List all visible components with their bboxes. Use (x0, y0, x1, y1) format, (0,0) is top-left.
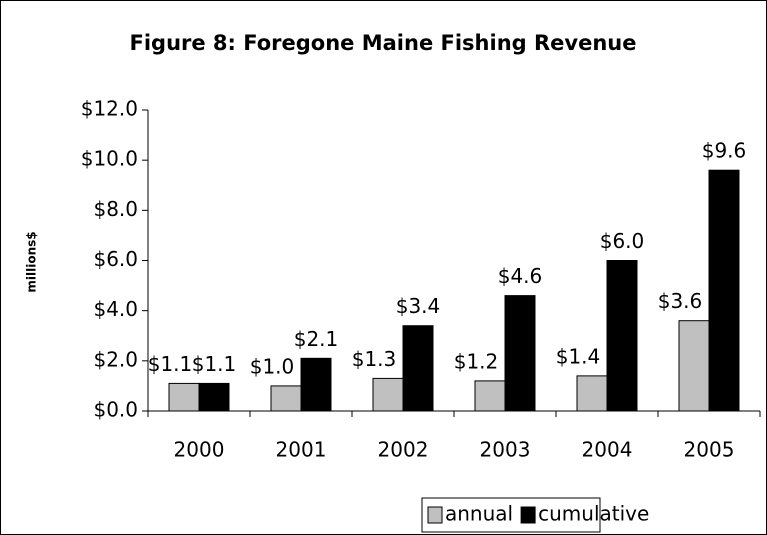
value-label: $1.2 (454, 349, 499, 373)
value-label: $1.1 (192, 352, 237, 376)
bar (300, 357, 332, 412)
y-tick-label: $10.0 (81, 147, 138, 171)
x-tick-label: 2001 (276, 438, 327, 462)
value-label: $6.0 (600, 229, 645, 253)
legend-box (421, 497, 601, 533)
y-tick-label: $0.0 (93, 398, 138, 422)
y-tick-label: $2.0 (93, 347, 138, 371)
x-tick-label: 2005 (684, 438, 735, 462)
y-axis-label: millions$ (25, 231, 39, 292)
value-label: $4.6 (498, 264, 543, 288)
bar (606, 260, 638, 412)
y-tick-label: $8.0 (93, 197, 138, 221)
chart-title: Figure 8: Foregone Maine Fishing Revenue (130, 31, 637, 55)
y-tick-label: $4.0 (93, 297, 138, 321)
bar (372, 377, 404, 412)
bar (576, 375, 608, 412)
bar (402, 325, 434, 412)
x-tick-label: 2004 (582, 438, 633, 462)
y-tick-label: $6.0 (93, 247, 138, 271)
x-tick-label: 2002 (378, 438, 429, 462)
bar (270, 385, 302, 412)
value-label: $1.3 (352, 347, 397, 371)
value-label: $1.1 (148, 352, 193, 376)
bar (168, 382, 200, 412)
legend-label: cumulative (538, 502, 649, 526)
x-tick-label: 2000 (174, 438, 225, 462)
bar (504, 295, 536, 412)
value-label: $9.6 (702, 139, 747, 163)
value-label: $3.4 (396, 294, 441, 318)
bar (198, 382, 230, 412)
legend-label: annual (445, 502, 513, 526)
bar (678, 320, 710, 412)
legend-swatch (520, 506, 536, 524)
bar (708, 169, 740, 412)
value-label: $1.4 (556, 344, 601, 368)
bar (474, 380, 506, 412)
y-tick-label: $12.0 (81, 97, 138, 121)
value-label: $3.6 (658, 289, 703, 313)
value-label: $2.1 (294, 327, 339, 351)
x-tick-label: 2003 (480, 438, 531, 462)
value-label: $1.0 (250, 354, 295, 378)
legend-swatch (427, 506, 443, 524)
